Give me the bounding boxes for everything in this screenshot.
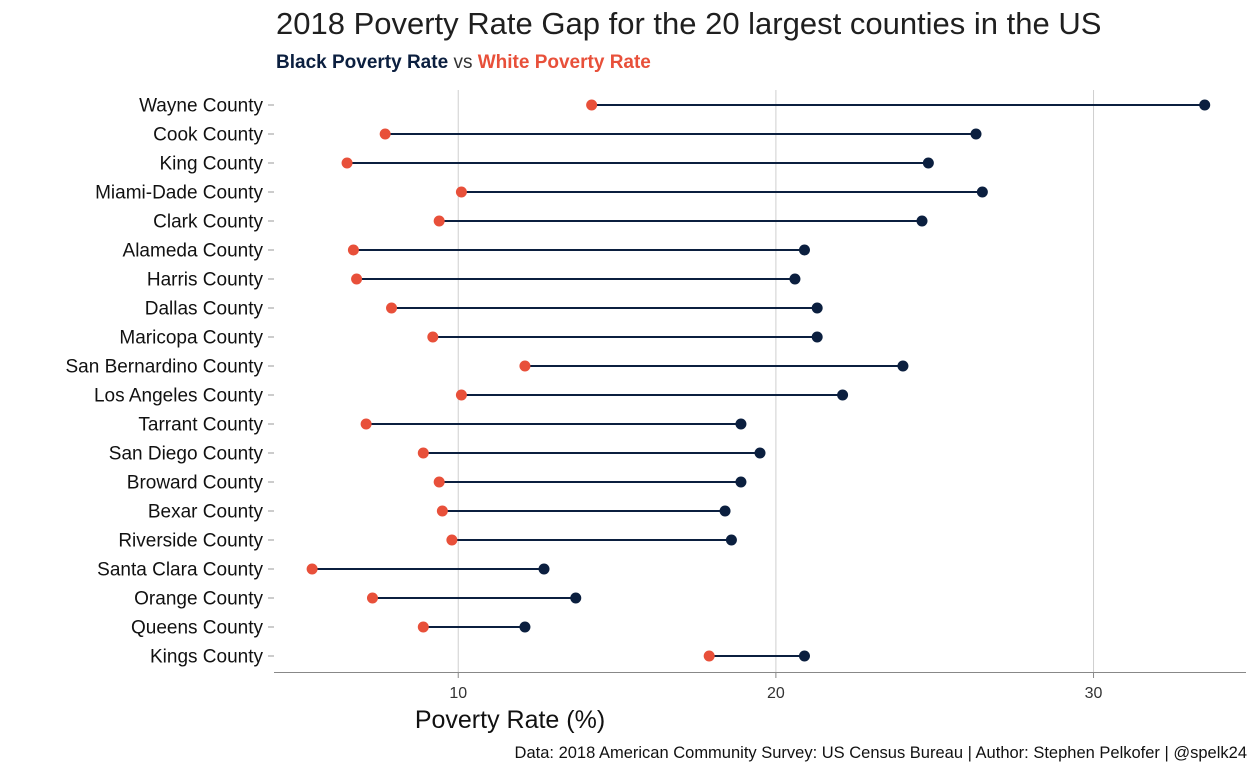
- y-tick-label-san-bernardino-county: San Bernardino County: [65, 357, 263, 378]
- white-rate-point-orange-county: [366, 592, 378, 604]
- y-tick-label-harris-county: Harris County: [147, 270, 264, 291]
- y-tick-label-san-diego-county: San Diego County: [109, 444, 264, 465]
- mark-layer: [306, 99, 1211, 662]
- axis-layer: 10 20 30 Wayne County Cook County King County…: [65, 96, 1246, 702]
- black-rate-point-wayne-county: [1199, 99, 1211, 111]
- white-rate-point-cook-county: [379, 128, 391, 140]
- black-rate-point-maricopa-county: [811, 331, 823, 343]
- y-tick-label-dallas-county: Dallas County: [145, 299, 264, 320]
- white-rate-point-wayne-county: [586, 99, 598, 111]
- black-rate-point-alameda-county: [798, 244, 810, 256]
- y-tick-label-king-county: King County: [159, 154, 263, 175]
- x-tick-label-10: 10: [449, 685, 467, 702]
- white-rate-point-los-angeles-county: [455, 389, 467, 401]
- subtitle-black-label: Black Poverty Rate: [276, 52, 449, 73]
- white-rate-point-broward-county: [433, 476, 445, 488]
- white-rate-point-king-county: [341, 157, 353, 169]
- black-rate-point-los-angeles-county: [837, 389, 849, 401]
- white-rate-point-kings-county: [703, 650, 715, 662]
- y-tick-label-bexar-county: Bexar County: [148, 502, 264, 523]
- black-rate-point-santa-clara-county: [538, 563, 550, 575]
- white-rate-point-tarrant-county: [360, 418, 372, 430]
- black-rate-point-orange-county: [570, 592, 582, 604]
- black-rate-point-san-bernardino-county: [897, 360, 909, 372]
- white-rate-point-san-bernardino-county: [519, 360, 531, 372]
- white-rate-point-riverside-county: [446, 534, 458, 546]
- white-rate-point-harris-county: [351, 273, 363, 285]
- y-tick-label-queens-county: Queens County: [131, 618, 264, 639]
- white-rate-point-san-diego-county: [417, 447, 429, 459]
- y-tick-label-maricopa-county: Maricopa County: [119, 328, 263, 349]
- white-rate-point-maricopa-county: [427, 331, 439, 343]
- white-rate-point-santa-clara-county: [306, 563, 318, 575]
- chart-caption: Data: 2018 American Community Survey: US…: [514, 744, 1247, 762]
- y-tick-label-orange-county: Orange County: [134, 589, 263, 610]
- black-rate-point-queens-county: [519, 621, 531, 633]
- black-rate-point-dallas-county: [811, 302, 823, 314]
- y-tick-label-cook-county: Cook County: [153, 125, 263, 146]
- black-rate-point-riverside-county: [725, 534, 737, 546]
- black-rate-point-king-county: [922, 157, 934, 169]
- black-rate-point-broward-county: [735, 476, 747, 488]
- black-rate-point-tarrant-county: [735, 418, 747, 430]
- black-rate-point-kings-county: [798, 650, 810, 662]
- subtitle-joiner: vs: [453, 52, 473, 73]
- black-rate-point-bexar-county: [719, 505, 731, 517]
- y-tick-label-wayne-county: Wayne County: [139, 96, 263, 117]
- white-rate-point-queens-county: [417, 621, 429, 633]
- black-rate-point-cook-county: [970, 128, 982, 140]
- white-rate-point-clark-county: [433, 215, 445, 227]
- white-rate-point-alameda-county: [347, 244, 359, 256]
- y-tick-label-riverside-county: Riverside County: [118, 531, 263, 552]
- y-tick-label-tarrant-county: Tarrant County: [138, 415, 263, 436]
- black-rate-point-san-diego-county: [754, 447, 766, 459]
- y-tick-label-miami-dade-county: Miami-Dade County: [95, 183, 263, 204]
- y-tick-label-alameda-county: Alameda County: [123, 241, 264, 262]
- black-rate-point-miami-dade-county: [976, 186, 988, 198]
- white-rate-point-bexar-county: [436, 505, 448, 517]
- white-rate-point-miami-dade-county: [455, 186, 467, 198]
- x-axis-title: Poverty Rate (%): [415, 706, 605, 734]
- y-tick-label-clark-county: Clark County: [153, 212, 263, 233]
- y-tick-label-santa-clara-county: Santa Clara County: [97, 560, 263, 581]
- subtitle-white-label: White Poverty Rate: [477, 52, 651, 73]
- white-rate-point-dallas-county: [386, 302, 398, 314]
- black-rate-point-harris-county: [789, 273, 801, 285]
- x-tick-label-20: 20: [767, 685, 785, 702]
- y-tick-label-los-angeles-county: Los Angeles County: [94, 386, 264, 407]
- chart-title: 2018 Poverty Rate Gap for the 20 largest…: [276, 6, 1102, 41]
- chart-subtitle: Black Poverty Rate vs White Poverty Rate: [276, 52, 651, 74]
- x-tick-label-30: 30: [1085, 685, 1103, 702]
- y-tick-label-kings-county: Kings County: [150, 647, 264, 668]
- y-tick-label-broward-county: Broward County: [127, 473, 264, 494]
- black-rate-point-clark-county: [916, 215, 928, 227]
- grid-layer: [457, 90, 1095, 672]
